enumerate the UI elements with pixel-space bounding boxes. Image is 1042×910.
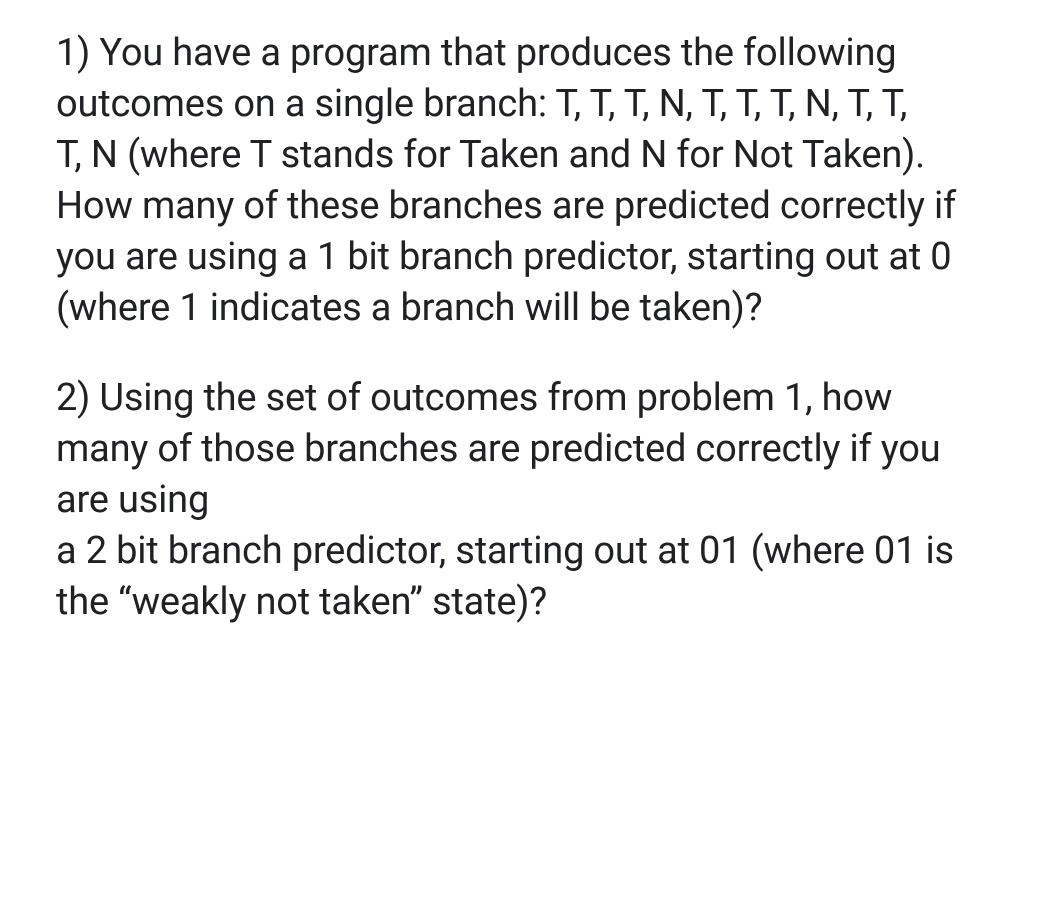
question-1-text: 1) You have a program that produces the … [56, 28, 992, 333]
question-2: 2) Using the set of outcomes from proble… [56, 373, 992, 628]
question-1: 1) You have a program that produces the … [56, 28, 992, 333]
question-2-text: 2) Using the set of outcomes from proble… [56, 373, 992, 628]
